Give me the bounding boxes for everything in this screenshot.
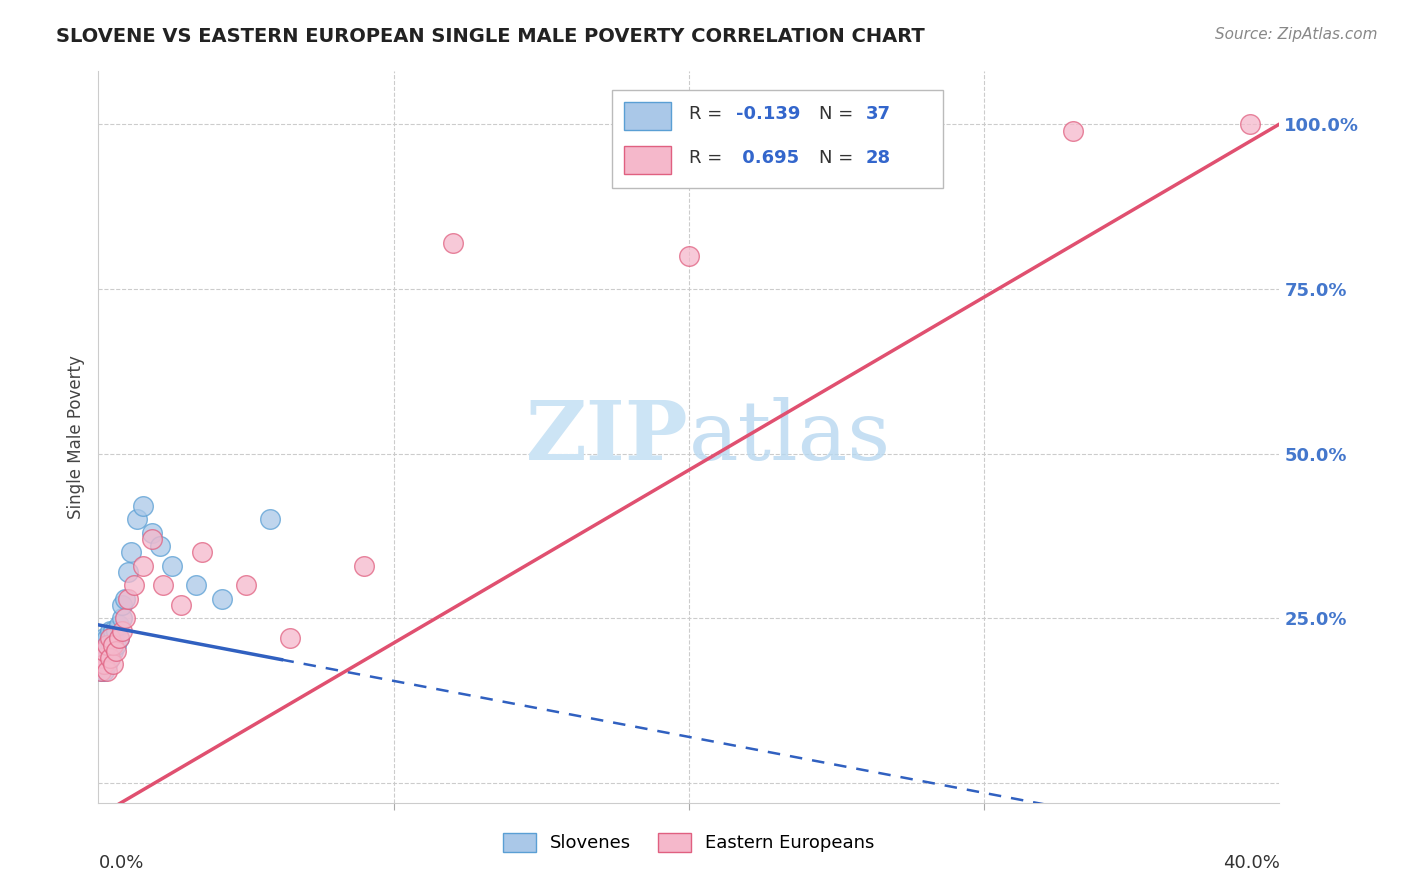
Point xyxy=(211,591,233,606)
Point xyxy=(1062,123,1084,137)
Point xyxy=(103,657,125,672)
Point xyxy=(105,638,128,652)
Text: 0.695: 0.695 xyxy=(737,149,799,167)
Point xyxy=(162,558,183,573)
Point xyxy=(114,611,136,625)
Point xyxy=(103,644,125,658)
Point xyxy=(141,533,163,547)
Point xyxy=(90,650,112,665)
Point xyxy=(678,249,700,263)
Point xyxy=(90,664,112,678)
Point xyxy=(108,618,131,632)
Point xyxy=(111,624,134,639)
Point xyxy=(103,624,125,639)
Text: R =: R = xyxy=(689,104,728,123)
Point xyxy=(117,565,139,579)
Point xyxy=(280,631,302,645)
Point xyxy=(141,525,163,540)
Point xyxy=(93,664,115,678)
Point xyxy=(105,644,128,658)
Text: SLOVENE VS EASTERN EUROPEAN SINGLE MALE POVERTY CORRELATION CHART: SLOVENE VS EASTERN EUROPEAN SINGLE MALE … xyxy=(56,27,925,45)
Point xyxy=(93,644,115,658)
Point xyxy=(353,558,375,573)
Point xyxy=(96,631,118,645)
Point xyxy=(117,591,139,606)
Point xyxy=(441,235,464,250)
Point xyxy=(132,500,155,514)
Point xyxy=(96,638,118,652)
Point xyxy=(108,631,131,645)
Point xyxy=(98,624,121,639)
Point xyxy=(1239,117,1261,131)
Point xyxy=(120,545,142,559)
Point xyxy=(125,512,148,526)
Text: R =: R = xyxy=(689,149,728,167)
Point xyxy=(235,578,257,592)
Point xyxy=(105,624,128,639)
Point xyxy=(90,650,112,665)
Y-axis label: Single Male Poverty: Single Male Poverty xyxy=(67,355,86,519)
Point xyxy=(96,664,118,678)
Point xyxy=(98,650,121,665)
Text: Source: ZipAtlas.com: Source: ZipAtlas.com xyxy=(1215,27,1378,42)
Text: -0.139: -0.139 xyxy=(737,104,800,123)
Text: 40.0%: 40.0% xyxy=(1223,854,1279,872)
Point xyxy=(96,657,118,672)
Point xyxy=(111,598,134,612)
Point xyxy=(103,638,125,652)
Point xyxy=(103,631,125,645)
Point xyxy=(259,512,281,526)
Point xyxy=(114,591,136,606)
Point xyxy=(90,644,112,658)
Text: 28: 28 xyxy=(866,149,891,167)
Point xyxy=(152,578,174,592)
Point xyxy=(90,664,112,678)
Text: ZIP: ZIP xyxy=(526,397,689,477)
Text: 37: 37 xyxy=(866,104,891,123)
Text: N =: N = xyxy=(818,104,859,123)
Point xyxy=(90,657,112,672)
Text: 0.0%: 0.0% xyxy=(98,854,143,872)
Point xyxy=(149,539,172,553)
Point xyxy=(93,657,115,672)
Point xyxy=(170,598,193,612)
Point xyxy=(111,611,134,625)
FancyBboxPatch shape xyxy=(624,146,671,174)
Point xyxy=(93,638,115,652)
Point xyxy=(98,644,121,658)
Text: N =: N = xyxy=(818,149,859,167)
Point xyxy=(98,631,121,645)
Point xyxy=(93,657,115,672)
Point xyxy=(93,631,115,645)
Point xyxy=(132,558,155,573)
Point xyxy=(122,578,145,592)
Point xyxy=(108,631,131,645)
Point xyxy=(191,545,214,559)
Point xyxy=(184,578,207,592)
FancyBboxPatch shape xyxy=(624,102,671,130)
Point xyxy=(93,644,115,658)
Point xyxy=(96,650,118,665)
Legend: Slovenes, Eastern Europeans: Slovenes, Eastern Europeans xyxy=(496,826,882,860)
FancyBboxPatch shape xyxy=(612,90,943,188)
Text: atlas: atlas xyxy=(689,397,891,477)
Point xyxy=(98,631,121,645)
Point xyxy=(98,650,121,665)
Point xyxy=(96,638,118,652)
